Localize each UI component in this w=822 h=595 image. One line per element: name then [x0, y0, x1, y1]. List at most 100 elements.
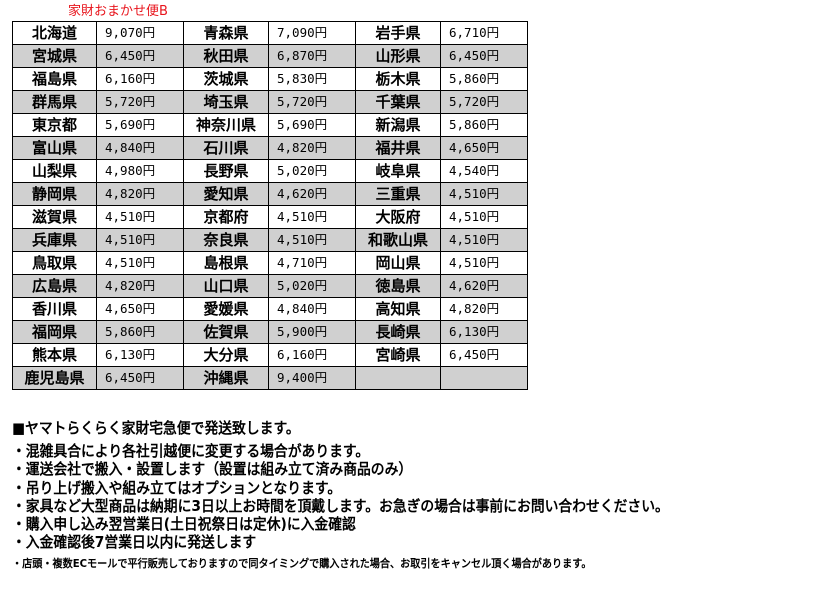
price-cell: 4,510円	[268, 228, 356, 252]
prefecture-cell: 奈良県	[183, 228, 269, 252]
prefecture-cell: 長野県	[183, 159, 269, 183]
prefecture-cell: 神奈川県	[183, 113, 269, 137]
price-cell: 4,510円	[440, 251, 528, 275]
table-row: 宮城県 6,450円 秋田県 6,870円 山形県 6,450円	[12, 44, 528, 68]
prefecture-cell: 香川県	[12, 297, 97, 321]
price-cell: 6,710円	[440, 21, 528, 45]
price-cell: 5,860円	[440, 67, 528, 91]
price-cell: 4,820円	[440, 297, 528, 321]
price-cell: 4,510円	[440, 182, 528, 206]
price-cell: 4,510円	[268, 205, 356, 229]
prefecture-cell: 静岡県	[12, 182, 97, 206]
prefecture-cell: 徳島県	[355, 274, 441, 298]
price-cell: 4,620円	[440, 274, 528, 298]
prefecture-cell: 山梨県	[12, 159, 97, 183]
price-cell: 4,620円	[268, 182, 356, 206]
price-cell: 4,820円	[96, 274, 184, 298]
table-row: 滋賀県 4,510円 京都府 4,510円 大阪府 4,510円	[12, 205, 528, 229]
table-row: 熊本県 6,130円 大分県 6,160円 宮崎県 6,450円	[12, 343, 528, 367]
prefecture-cell: 石川県	[183, 136, 269, 160]
price-cell: 5,020円	[268, 159, 356, 183]
prefecture-cell: 宮城県	[12, 44, 97, 68]
price-cell: 5,900円	[268, 320, 356, 344]
prefecture-cell: 富山県	[12, 136, 97, 160]
prefecture-cell: 千葉県	[355, 90, 441, 114]
price-cell: 5,020円	[268, 274, 356, 298]
table-row: 富山県 4,840円 石川県 4,820円 福井県 4,650円	[12, 136, 528, 160]
table-row: 北海道 9,070円 青森県 7,090円 岩手県 6,710円	[12, 21, 528, 45]
price-cell: 5,690円	[268, 113, 356, 137]
shipping-rate-table: 北海道 9,070円 青森県 7,090円 岩手県 6,710円 宮城県 6,450円 秋田県 6…	[12, 21, 528, 390]
price-cell: 4,820円	[268, 136, 356, 160]
prefecture-cell: 京都府	[183, 205, 269, 229]
prefecture-cell	[355, 366, 441, 390]
prefecture-cell: 大阪府	[355, 205, 441, 229]
table-row: 静岡県 4,820円 愛知県 4,620円 三重県 4,510円	[12, 182, 528, 206]
prefecture-cell: 熊本県	[12, 343, 97, 367]
prefecture-cell: 佐賀県	[183, 320, 269, 344]
price-cell: 4,510円	[96, 228, 184, 252]
prefecture-cell: 和歌山県	[355, 228, 441, 252]
price-cell: 9,070円	[96, 21, 184, 45]
prefecture-cell: 福岡県	[12, 320, 97, 344]
prefecture-cell: 青森県	[183, 21, 269, 45]
table-row: 福岡県 5,860円 佐賀県 5,900円 長崎県 6,130円	[12, 320, 528, 344]
prefecture-cell: 愛媛県	[183, 297, 269, 321]
prefecture-cell: 山形県	[355, 44, 441, 68]
table-caption: 家財おまかせ便B	[68, 4, 168, 19]
prefecture-cell: 茨城県	[183, 67, 269, 91]
prefecture-cell: 埼玉県	[183, 90, 269, 114]
prefecture-cell: 鹿児島県	[12, 366, 97, 390]
price-cell: 6,160円	[268, 343, 356, 367]
table-row: 鹿児島県 6,450円 沖縄県 9,400円	[12, 366, 528, 390]
table-row: 東京都 5,690円 神奈川県 5,690円 新潟県 5,860円	[12, 113, 528, 137]
table-row: 山梨県 4,980円 長野県 5,020円 岐阜県 4,540円	[12, 159, 528, 183]
note-line: ・入金確認後7営業日以内に発送します	[12, 533, 257, 552]
price-cell: 5,690円	[96, 113, 184, 137]
table-row: 群馬県 5,720円 埼玉県 5,720円 千葉県 5,720円	[12, 90, 528, 114]
price-cell: 5,860円	[440, 113, 528, 137]
prefecture-cell: 鳥取県	[12, 251, 97, 275]
price-cell: 4,980円	[96, 159, 184, 183]
price-cell: 4,510円	[96, 251, 184, 275]
prefecture-cell: 東京都	[12, 113, 97, 137]
prefecture-cell: 北海道	[12, 21, 97, 45]
note-line: ・家具など大型商品は納期に3日以上お時間を頂戴します。お急ぎの場合は事前にお問い…	[12, 496, 669, 515]
price-cell: 9,400円	[268, 366, 356, 390]
prefecture-cell: 三重県	[355, 182, 441, 206]
price-cell	[440, 366, 528, 390]
table-row: 香川県 4,650円 愛媛県 4,840円 高知県 4,820円	[12, 297, 528, 321]
prefecture-cell: 広島県	[12, 274, 97, 298]
price-cell: 6,450円	[440, 44, 528, 68]
price-cell: 4,820円	[96, 182, 184, 206]
prefecture-cell: 大分県	[183, 343, 269, 367]
price-cell: 6,130円	[440, 320, 528, 344]
prefecture-cell: 岩手県	[355, 21, 441, 45]
prefecture-cell: 沖縄県	[183, 366, 269, 390]
price-cell: 5,860円	[96, 320, 184, 344]
price-cell: 5,720円	[96, 90, 184, 114]
price-cell: 6,450円	[96, 366, 184, 390]
note-line: ・運送会社で搬入・設置します（設置は組み立て済み商品のみ）	[12, 460, 413, 479]
price-cell: 4,650円	[96, 297, 184, 321]
note-small: ・店頭・複数ECモールで平行販売しておりますので同タイミングで購入された場合、お…	[12, 556, 592, 570]
price-cell: 7,090円	[268, 21, 356, 45]
prefecture-cell: 島根県	[183, 251, 269, 275]
price-cell: 6,870円	[268, 44, 356, 68]
prefecture-cell: 福島県	[12, 67, 97, 91]
price-cell: 5,830円	[268, 67, 356, 91]
price-cell: 4,510円	[96, 205, 184, 229]
prefecture-cell: 兵庫県	[12, 228, 97, 252]
prefecture-cell: 福井県	[355, 136, 441, 160]
table-row: 広島県 4,820円 山口県 5,020円 徳島県 4,620円	[12, 274, 528, 298]
price-cell: 6,160円	[96, 67, 184, 91]
prefecture-cell: 栃木県	[355, 67, 441, 91]
price-cell: 6,450円	[440, 343, 528, 367]
prefecture-cell: 岡山県	[355, 251, 441, 275]
prefecture-cell: 岐阜県	[355, 159, 441, 183]
price-cell: 6,130円	[96, 343, 184, 367]
price-cell: 4,510円	[440, 228, 528, 252]
prefecture-cell: 宮崎県	[355, 343, 441, 367]
table-row: 兵庫県 4,510円 奈良県 4,510円 和歌山県 4,510円	[12, 228, 528, 252]
note-line: ・混雑具合により各社引越便に変更する場合があります。	[12, 442, 370, 460]
